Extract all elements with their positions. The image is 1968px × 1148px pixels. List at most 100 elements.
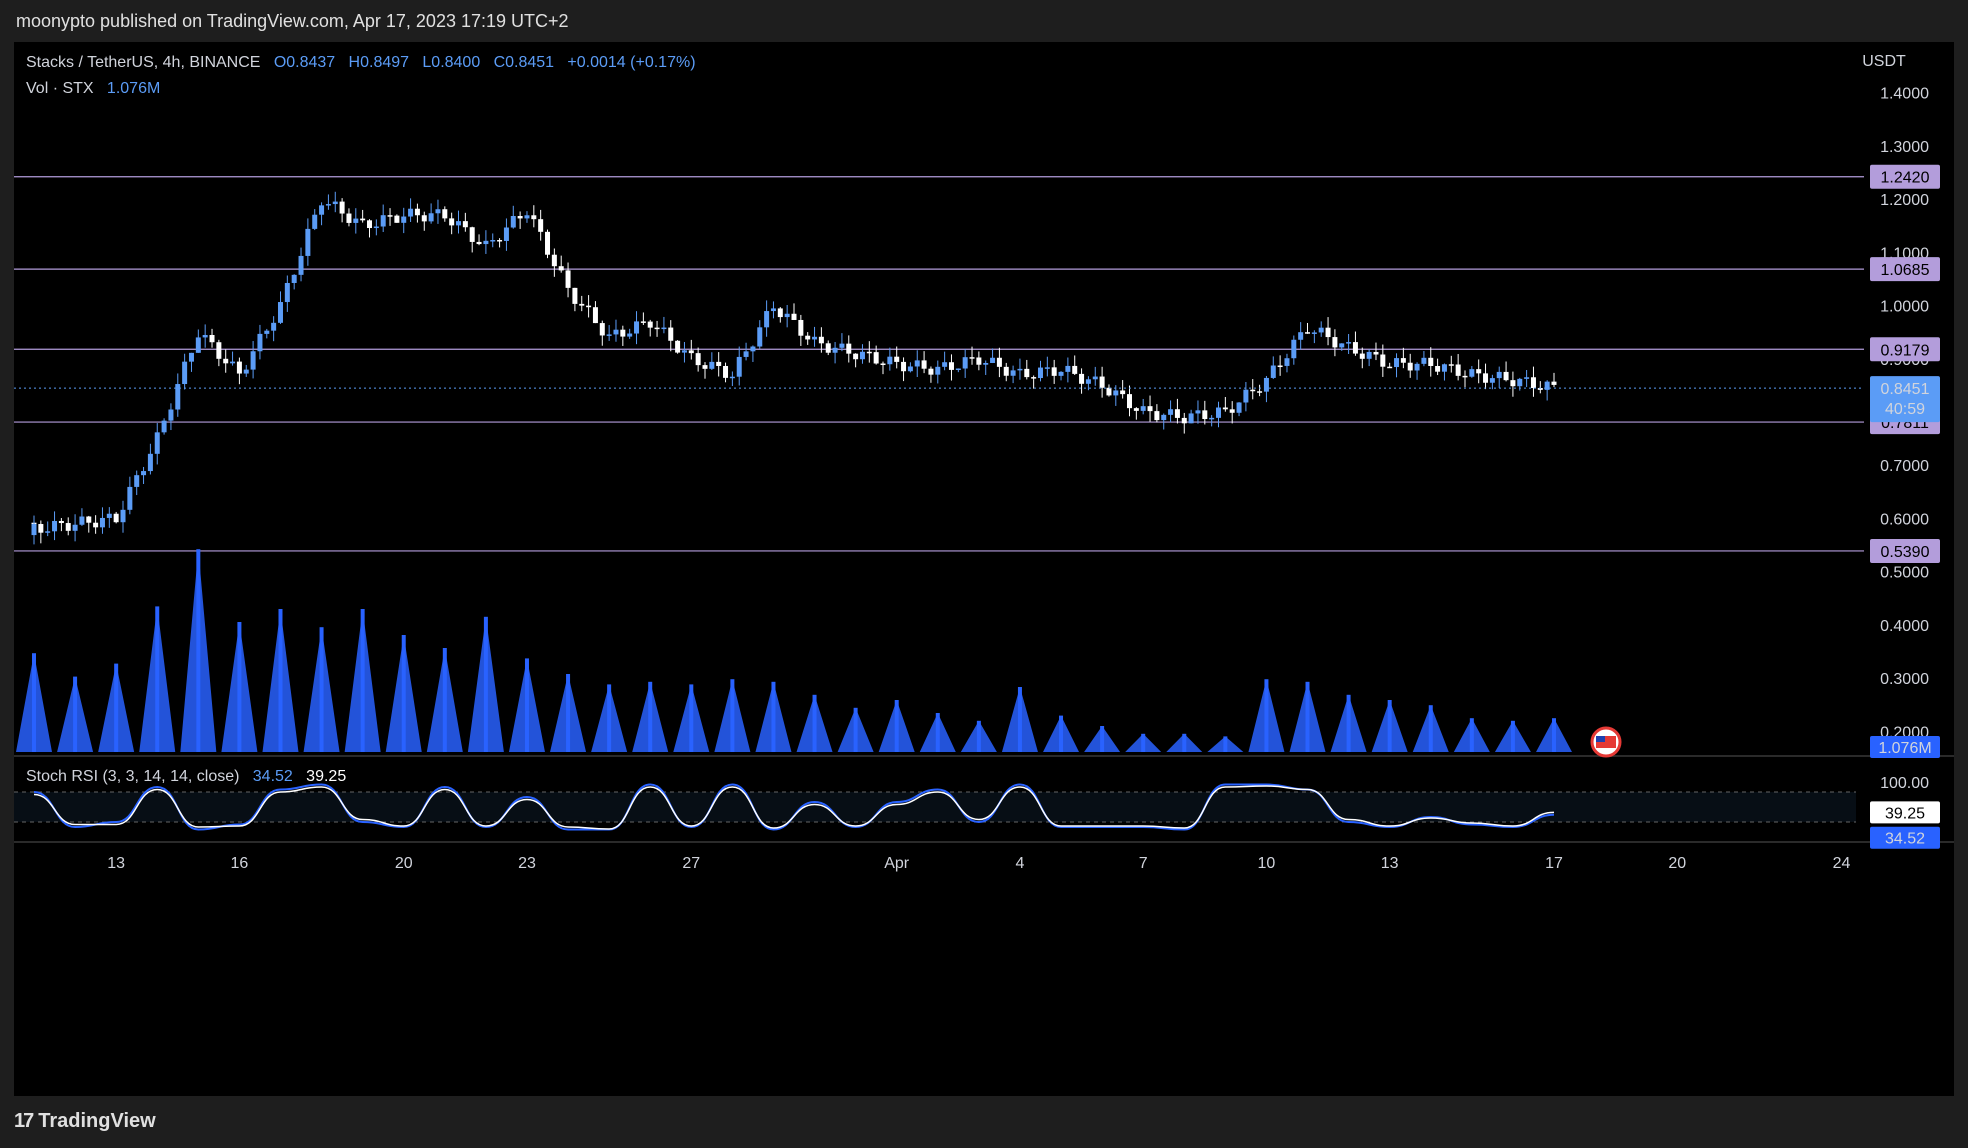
candle-body — [250, 351, 256, 370]
candle-body — [510, 216, 516, 228]
candle-body — [93, 522, 99, 528]
volume-bar — [442, 648, 447, 752]
candle-body — [435, 209, 441, 214]
candle-body — [1044, 367, 1050, 369]
candle-body — [935, 366, 941, 375]
candle-body — [1346, 342, 1352, 344]
volume-bar — [1182, 733, 1187, 752]
candle-body — [271, 322, 277, 331]
price-tick-label: 1.4000 — [1880, 86, 1929, 103]
chart-area[interactable]: USDT1.40001.30001.20001.10001.00000.9000… — [14, 42, 1954, 1096]
level-badge-text: 1.2420 — [1881, 170, 1930, 187]
candle-body — [373, 226, 379, 229]
candle-body — [1257, 391, 1263, 393]
candle-body — [750, 346, 756, 352]
footer: 17 TradingView — [0, 1096, 1968, 1148]
candle-body — [1106, 387, 1112, 396]
candle-body — [668, 327, 674, 341]
ohlc-low: L0.8400 — [422, 54, 481, 71]
candle-body — [1099, 376, 1105, 388]
time-tick-label: 7 — [1139, 855, 1148, 872]
candle-body — [545, 231, 551, 255]
time-tick-label: 20 — [395, 855, 413, 872]
volume-bar — [524, 658, 529, 752]
volume-bar — [771, 681, 776, 752]
candle-body — [339, 201, 345, 214]
candle-body — [1202, 410, 1208, 420]
candle-body — [1435, 365, 1441, 372]
volume-bar — [278, 609, 283, 752]
level-badge-text: 0.9179 — [1881, 342, 1930, 359]
candle-body — [387, 215, 393, 217]
candle-body — [859, 351, 865, 360]
candle-body — [613, 329, 619, 335]
candle-body — [1325, 327, 1331, 338]
candle-body — [175, 384, 181, 410]
candle-body — [366, 220, 372, 229]
stoch-band — [14, 792, 1856, 822]
candle-body — [921, 360, 927, 369]
time-tick-label: 23 — [518, 855, 536, 872]
candle-body — [332, 201, 338, 205]
volume-bar — [976, 720, 981, 752]
candle-body — [79, 516, 85, 525]
level-badge — [1870, 337, 1940, 362]
candle-body — [764, 311, 770, 328]
volume-bar — [689, 684, 694, 752]
candle-body — [223, 358, 229, 364]
candle-body — [1414, 363, 1420, 371]
volume-bar — [73, 676, 78, 752]
candle-body — [1387, 366, 1393, 369]
candle-body — [298, 255, 304, 275]
candle-body — [1462, 375, 1468, 378]
candle-body — [784, 313, 790, 318]
candle-body — [914, 360, 920, 367]
tradingview-logo-icon: 17 — [14, 1110, 34, 1132]
candle-body — [1469, 369, 1475, 377]
stoch-d-badge — [1870, 801, 1940, 824]
currency-label: USDT — [1862, 53, 1906, 70]
volume-bar — [155, 606, 160, 752]
candle-body — [825, 343, 831, 353]
candle-body — [106, 513, 112, 518]
candle-body — [1222, 407, 1228, 410]
candle-body — [1359, 353, 1365, 359]
candle-body — [839, 343, 845, 348]
candle-body — [134, 475, 140, 487]
candle-body — [325, 204, 331, 206]
candle-body — [1188, 413, 1194, 424]
price-tick-label: 0.4000 — [1880, 618, 1929, 635]
candle-body — [127, 486, 133, 510]
candle-body — [661, 327, 667, 330]
candle-body — [818, 336, 824, 344]
candle-body — [490, 240, 496, 242]
level-badge-text: 0.5390 — [1881, 544, 1930, 561]
candle-body — [853, 353, 859, 360]
candle-body — [1394, 358, 1400, 368]
candle-body — [1380, 354, 1386, 367]
candlestick-series — [14, 191, 1864, 545]
tradingview-logo[interactable]: 17 TradingView — [14, 1110, 156, 1133]
candle-body — [52, 520, 58, 532]
candle-body — [1092, 376, 1098, 380]
price-chart-svg[interactable]: USDT1.40001.30001.20001.10001.00000.9000… — [14, 42, 1954, 1096]
candle-body — [709, 361, 715, 369]
candle-body — [1085, 379, 1091, 384]
candle-body — [907, 366, 913, 372]
candle-body — [1120, 390, 1126, 395]
candle-body — [579, 303, 585, 306]
candle-body — [243, 369, 249, 374]
candle-body — [1311, 332, 1317, 334]
candle-body — [195, 337, 201, 353]
us-flag-icon[interactable] — [1590, 726, 1622, 758]
candle-body — [1017, 368, 1023, 371]
level-badge — [1870, 538, 1940, 563]
candle-body — [1181, 417, 1187, 424]
volume-bar — [1510, 720, 1515, 752]
candle-body — [147, 453, 153, 472]
candle-body — [948, 362, 954, 370]
candle-body — [1455, 364, 1461, 376]
stoch-d-badge-text: 39.25 — [1885, 805, 1925, 822]
time-axis: 13 16 20 23 27 Apr 4 7 10 13 17 20 24 — [14, 841, 1954, 872]
time-tick-label: 27 — [682, 855, 700, 872]
